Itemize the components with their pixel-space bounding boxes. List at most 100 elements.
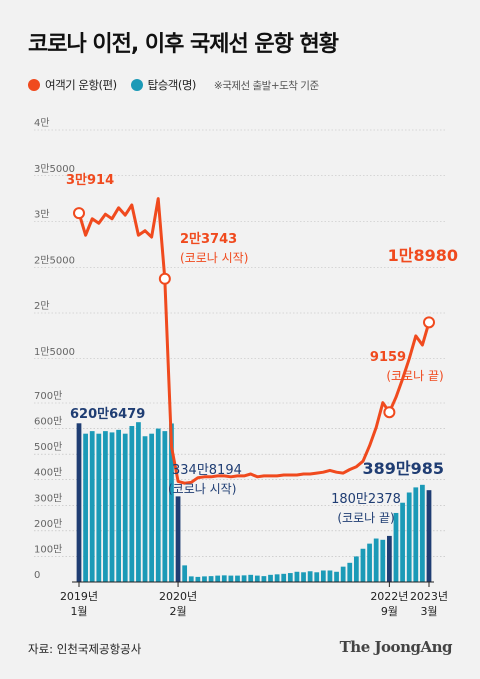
combined-chart: 1만5000 2만 2만5000 3만 3만5000 4만 0 100만 200만 300만 400… <box>34 117 458 618</box>
passenger-bar <box>182 565 188 582</box>
passenger-bar <box>109 432 115 582</box>
x-tick-label-year: 2022년 <box>370 590 408 603</box>
legend-label-passengers: 탑승객(명) <box>147 78 197 92</box>
passenger-bar <box>393 512 399 582</box>
passengers-label-latest: 389만985 <box>362 459 444 478</box>
passenger-bar <box>380 539 386 582</box>
bar-y-tick-label: 300만 <box>34 492 62 504</box>
passenger-bar <box>162 431 168 582</box>
flights-label-covid-start: 2만3743 <box>180 231 237 247</box>
x-tick-label-month: 1월 <box>70 605 87 618</box>
brand-logo: The JoongAng <box>339 638 453 656</box>
passengers-sublabel-covid-start: (코로나 시작) <box>168 482 236 496</box>
passenger-bar <box>248 574 254 582</box>
passenger-bar <box>221 575 227 582</box>
passenger-bar <box>175 496 181 582</box>
passenger-bar <box>122 433 128 582</box>
passenger-bar <box>202 576 207 582</box>
line-y-tick-label: 4만 <box>34 117 50 129</box>
passenger-bar <box>426 490 432 582</box>
bar-y-tick-label: 400만 <box>34 467 62 479</box>
flights-line <box>77 197 431 485</box>
passenger-bar <box>129 426 135 582</box>
flights-marker <box>423 316 435 329</box>
passenger-bar <box>287 573 293 582</box>
passenger-bar <box>268 574 273 582</box>
bar-y-tick-label: 700만 <box>34 390 62 402</box>
line-y-tick-label: 3만 <box>34 209 50 221</box>
x-tick-label-month: 2월 <box>169 605 186 618</box>
passenger-bar <box>413 487 419 582</box>
x-tick-label-month: 9월 <box>381 605 398 618</box>
flights-sublabel-covid-start: (코로나 시작) <box>180 251 248 265</box>
legend-swatch-flights <box>28 79 40 91</box>
passengers-sublabel-covid-end: (코로나 끝) <box>337 511 394 525</box>
passenger-bar <box>136 422 141 582</box>
passenger-bar <box>320 570 326 582</box>
flights-marker <box>158 272 171 285</box>
passenger-bar <box>340 566 346 582</box>
passenger-bar <box>83 433 88 582</box>
passenger-bar <box>294 571 300 582</box>
flights-marker <box>383 406 396 419</box>
legend-note: ※국제선 출발+도착 기준 <box>213 79 319 92</box>
flights-marker <box>73 207 85 220</box>
passengers-label-2019: 620만6479 <box>70 406 145 422</box>
passenger-bar <box>116 429 121 582</box>
passenger-bar <box>195 576 201 582</box>
passenger-bar <box>188 576 194 582</box>
bar-y-tick-label: 500만 <box>34 441 62 453</box>
legend-label-flights: 여객기 운항(편) <box>45 78 117 92</box>
passenger-bar <box>241 575 247 582</box>
line-y-tick-label: 1만5000 <box>34 346 75 358</box>
passenger-bar <box>420 484 425 582</box>
passenger-bar <box>155 428 161 582</box>
x-tick-label-year: 2023년 <box>410 590 448 603</box>
passenger-bar <box>314 572 320 582</box>
passenger-bar <box>169 423 174 582</box>
passenger-bar <box>261 576 267 582</box>
flights-sublabel-covid-end: (코로나 끝) <box>386 369 443 383</box>
passenger-bar <box>142 436 148 582</box>
x-tick-label-year: 2019년 <box>60 590 98 603</box>
passenger-bar <box>208 576 214 582</box>
legend-item-flights: 여객기 운항(편) <box>28 77 117 93</box>
line-y-tick-label: 2만 <box>34 300 50 312</box>
passenger-bar <box>367 543 372 582</box>
legend: 여객기 운항(편) 탑승객(명) ※국제선 출발+도착 기준 <box>28 77 319 93</box>
x-tick-label-month: 3월 <box>420 605 437 618</box>
passenger-bar <box>334 571 339 582</box>
source-note: 자료: 인천국제공항공사 <box>28 642 142 656</box>
passenger-bar <box>373 538 379 582</box>
passenger-bar <box>347 562 353 582</box>
passengers-label-covid-end: 180만2378 <box>331 492 401 507</box>
line-y-tick-label: 2만5000 <box>34 254 75 266</box>
flights-label-latest: 1만8980 <box>388 246 458 265</box>
passenger-bar <box>89 431 95 582</box>
passenger-bar <box>301 572 306 582</box>
passenger-bar <box>274 574 280 582</box>
line-y-tick-label: 3만5000 <box>34 163 75 175</box>
passenger-bar <box>228 575 234 582</box>
passenger-bar <box>387 535 392 582</box>
bar-y-tick-label: 200만 <box>34 518 62 530</box>
bar-y-tick-label: 100만 <box>34 543 62 555</box>
legend-item-passengers: 탑승객(명) <box>130 77 197 93</box>
bar-y-tick-label: 600만 <box>34 416 62 428</box>
passenger-bar <box>96 433 102 582</box>
bar-y-tick-label: 0 <box>34 570 40 581</box>
flights-label-2019: 3만914 <box>66 172 114 188</box>
x-tick-label-year: 2020년 <box>159 590 197 603</box>
passenger-bar <box>353 556 359 582</box>
passenger-bar <box>235 575 240 582</box>
legend-swatch-passengers <box>130 79 143 91</box>
passenger-bar <box>254 575 260 582</box>
passenger-bar <box>76 423 82 582</box>
passenger-bar <box>307 571 313 582</box>
flights-label-covid-end: 9159 <box>370 350 406 365</box>
passenger-bar <box>149 433 155 582</box>
passengers-label-covid-start: 334만8194 <box>172 463 242 478</box>
passenger-bar <box>327 570 333 582</box>
passenger-bar <box>400 502 405 582</box>
chart-title: 코로나 이전, 이후 국제선 운항 현황 <box>28 32 339 57</box>
